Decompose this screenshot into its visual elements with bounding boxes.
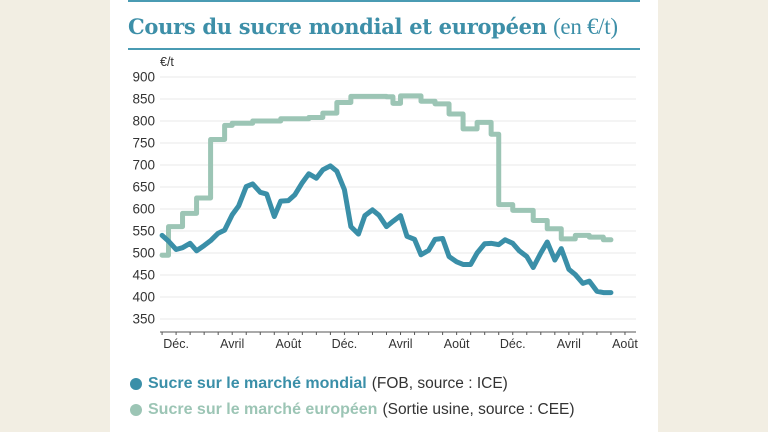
legend-item-europeen: Sucre sur le marché européen (Sortie usi… [130,401,575,419]
legend-dot-europeen [130,404,142,416]
x-tick-label: Déc. [500,337,526,351]
y-axis-unit: €/t [160,55,174,69]
legend-label-mondial: Sucre sur le marché mondial [148,375,367,392]
legend-note-mondial: (FOB, source : ICE) [371,375,508,392]
x-tick-label: Avril [220,337,244,351]
chart-title-unit: (en €/t) [553,14,618,39]
y-tick-label: 550 [132,224,155,239]
legend-dot-mondial [130,378,142,390]
chart-card: Cours du sucre mondial et européen (en €… [110,0,658,432]
legend-item-mondial: Sucre sur le marché mondial (FOB, source… [130,375,508,393]
series-europeen-line [159,93,614,258]
chart-title: Cours du sucre mondial et européen (en €… [128,14,618,40]
y-tick-label: 850 [132,92,155,107]
series-mondial-line [159,163,614,296]
chart-title-main: Cours du sucre mondial et européen [128,14,547,39]
y-tick-label: 400 [132,290,155,305]
y-tick-label: 350 [132,312,155,327]
x-tick-label: Déc. [163,337,189,351]
x-tick-label: Août [444,337,470,351]
title-divider [128,48,640,50]
legend-label-europeen: Sucre sur le marché européen [148,401,378,418]
legend-note-europeen: (Sortie usine, source : CEE) [382,401,575,418]
y-tick-label: 900 [132,70,155,85]
y-tick-label: 800 [132,114,155,129]
x-tick-label: Déc. [332,337,358,351]
y-tick-label: 650 [132,180,155,195]
y-tick-label: 750 [132,136,155,151]
y-tick-label: 700 [132,158,155,173]
x-tick-label: Avril [388,337,412,351]
y-tick-label: 450 [132,268,155,283]
x-tick-label: Août [275,337,301,351]
y-tick-label: 600 [132,202,155,217]
top-divider [128,0,640,2]
x-tick-label: Août [612,337,638,351]
x-tick-label: Avril [557,337,581,351]
y-tick-label: 500 [132,246,155,261]
